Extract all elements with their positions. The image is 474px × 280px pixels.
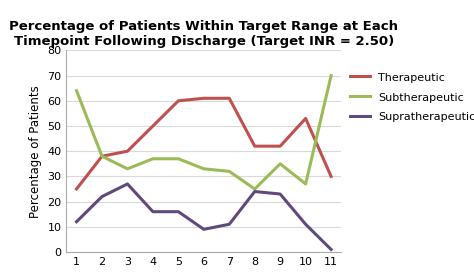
Subtherapeutic: [175, 157, 181, 160]
Supratherapeutic: [277, 192, 283, 196]
Therapeutic: [125, 150, 130, 153]
Supratherapeutic: [252, 190, 257, 193]
Subtherapeutic: [277, 162, 283, 165]
Y-axis label: Percentage of Patients: Percentage of Patients: [29, 85, 42, 218]
Subtherapeutic: [201, 167, 207, 171]
Subtherapeutic: [99, 155, 105, 158]
Therapeutic: [252, 144, 257, 148]
Therapeutic: [227, 97, 232, 100]
Subtherapeutic: [125, 167, 130, 171]
Supratherapeutic: [73, 220, 79, 223]
Line: Subtherapeutic: Subtherapeutic: [76, 76, 331, 189]
Subtherapeutic: [303, 182, 309, 186]
Therapeutic: [73, 187, 79, 191]
Therapeutic: [277, 144, 283, 148]
Subtherapeutic: [73, 89, 79, 92]
Therapeutic: [201, 97, 207, 100]
Supratherapeutic: [150, 210, 156, 213]
Subtherapeutic: [150, 157, 156, 160]
Supratherapeutic: [328, 248, 334, 251]
Subtherapeutic: [252, 187, 257, 191]
Therapeutic: [303, 117, 309, 120]
Supratherapeutic: [125, 182, 130, 186]
Therapeutic: [175, 99, 181, 102]
Therapeutic: [328, 175, 334, 178]
Line: Supratherapeutic: Supratherapeutic: [76, 184, 331, 249]
Subtherapeutic: [227, 170, 232, 173]
Title: Percentage of Patients Within Target Range at Each
Timepoint Following Discharge: Percentage of Patients Within Target Ran…: [9, 20, 398, 48]
Therapeutic: [150, 124, 156, 128]
Subtherapeutic: [328, 74, 334, 77]
Supratherapeutic: [175, 210, 181, 213]
Supratherapeutic: [201, 228, 207, 231]
Supratherapeutic: [99, 195, 105, 198]
Legend: Therapeutic, Subtherapeutic, Supratherapeutic: Therapeutic, Subtherapeutic, Supratherap…: [350, 72, 474, 122]
Supratherapeutic: [303, 223, 309, 226]
Line: Therapeutic: Therapeutic: [76, 98, 331, 189]
Therapeutic: [99, 155, 105, 158]
Supratherapeutic: [227, 223, 232, 226]
